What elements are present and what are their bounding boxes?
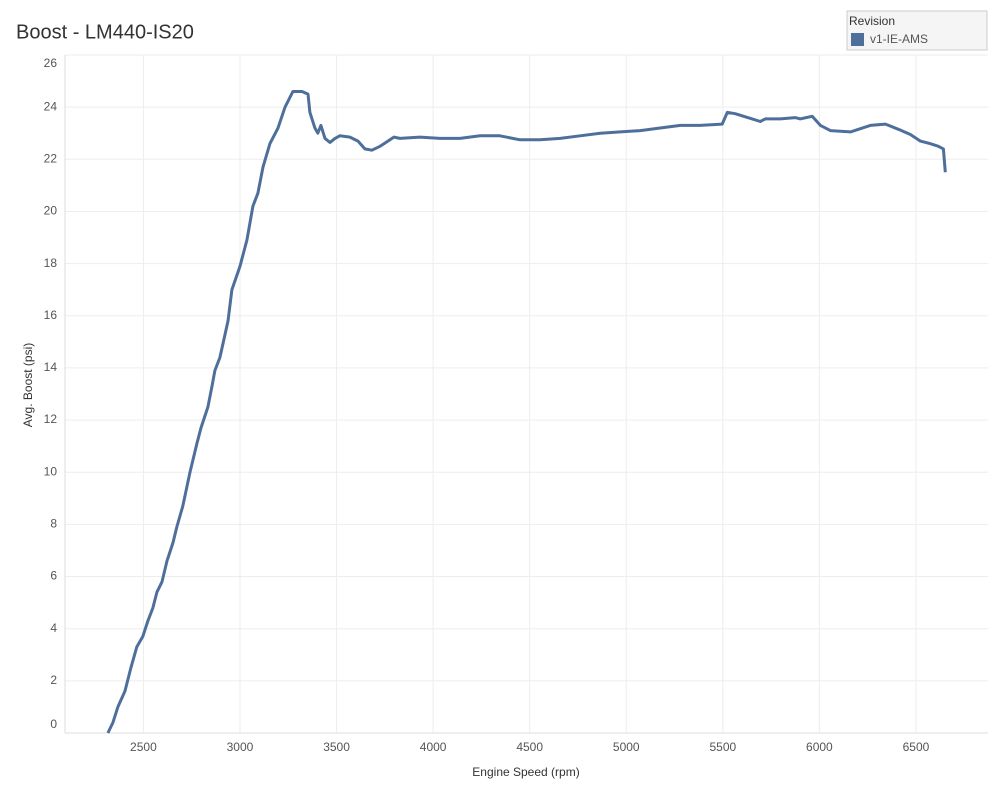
- x-tick-label: 6500: [903, 740, 930, 754]
- x-tick-label: 6000: [806, 740, 833, 754]
- y-tick-label: 20: [44, 204, 58, 218]
- y-tick-label: 14: [44, 360, 58, 374]
- x-tick-label: 5000: [613, 740, 640, 754]
- y-tick-label: 0: [50, 717, 57, 731]
- y-tick-label: 2: [50, 673, 57, 687]
- x-tick-label: 4500: [516, 740, 543, 754]
- y-tick-label: 12: [44, 412, 58, 426]
- x-tick-label: 3000: [227, 740, 254, 754]
- y-tick-label: 16: [44, 308, 58, 322]
- y-tick-label: 10: [44, 464, 58, 478]
- legend-swatch: [851, 33, 864, 46]
- y-tick-label: 24: [44, 99, 58, 113]
- y-tick-label: 8: [50, 517, 57, 531]
- legend-title: Revision: [849, 14, 895, 28]
- y-tick-label: 4: [50, 621, 57, 635]
- chart-title: Boost - LM440-IS20: [16, 21, 194, 43]
- y-tick-label: 18: [44, 256, 58, 270]
- x-tick-label: 3500: [323, 740, 350, 754]
- x-axis-title: Engine Speed (rpm): [472, 765, 579, 779]
- x-tick-label: 5500: [709, 740, 736, 754]
- y-axis-title: Avg. Boost (psi): [21, 343, 35, 427]
- y-tick-label: 26: [44, 56, 58, 70]
- legend-label: v1-IE-AMS: [870, 32, 928, 46]
- legend-box: [846, 10, 988, 51]
- x-tick-label: 4000: [420, 740, 447, 754]
- y-tick-label: 22: [44, 151, 58, 165]
- y-tick-label: 6: [50, 569, 57, 583]
- x-tick-label: 2500: [130, 740, 157, 754]
- line: [106, 90, 947, 734]
